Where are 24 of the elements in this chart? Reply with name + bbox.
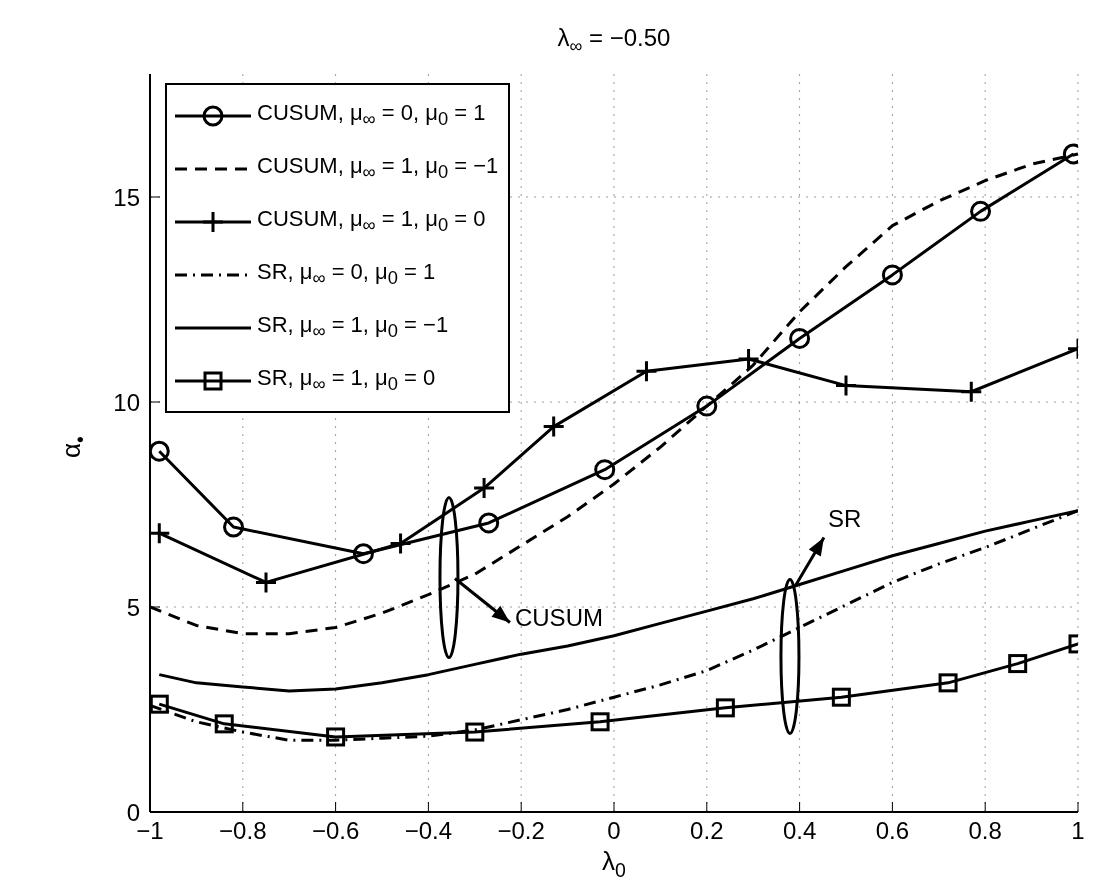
legend-label: CUSUM, μ$_{∞}$ = 1, μ$_{0}$ = 0 — [257, 206, 486, 237]
x-tick-label: −0.6 — [311, 817, 360, 845]
annotation: CUSUM — [514, 603, 603, 631]
x-tick-label: 0 — [607, 817, 621, 845]
legend-label: SR, μ$_{∞}$ = 1, μ$_{0}$ = −1 — [257, 312, 449, 343]
x-axis-title: λ$_{0}$ — [602, 846, 627, 881]
legend-label: CUSUM, μ$_{∞}$ = 0, μ$_{0}$ = 1 — [257, 100, 486, 131]
x-tick-label: 0.8 — [968, 817, 1002, 845]
x-tick-label: −0.4 — [404, 817, 453, 845]
y-tick-label: 10 — [113, 388, 140, 416]
x-tick-label: 0.6 — [875, 817, 910, 845]
chart-title: λ$_{∞}$ = −0.50 — [557, 24, 671, 57]
legend-label: SR, μ$_{∞}$ = 1, μ$_{0}$ = 0 — [257, 365, 436, 396]
y-tick-label: 5 — [126, 593, 140, 621]
x-tick-label: −0.8 — [219, 817, 267, 845]
x-tick-label: 0.2 — [690, 817, 724, 845]
x-tick-label: −0.2 — [497, 817, 545, 845]
x-tick-label: 1 — [1071, 817, 1085, 845]
x-tick-label: 0.4 — [782, 817, 817, 845]
legend-label: CUSUM, μ$_{∞}$ = 1, μ$_{0}$ = −1 — [257, 153, 499, 184]
y-tick-label: 0 — [126, 798, 140, 826]
legend-label: SR, μ$_{∞}$ = 0, μ$_{0}$ = 1 — [257, 259, 436, 290]
y-tick-label: 15 — [113, 183, 140, 211]
annotation: SR — [827, 504, 862, 532]
